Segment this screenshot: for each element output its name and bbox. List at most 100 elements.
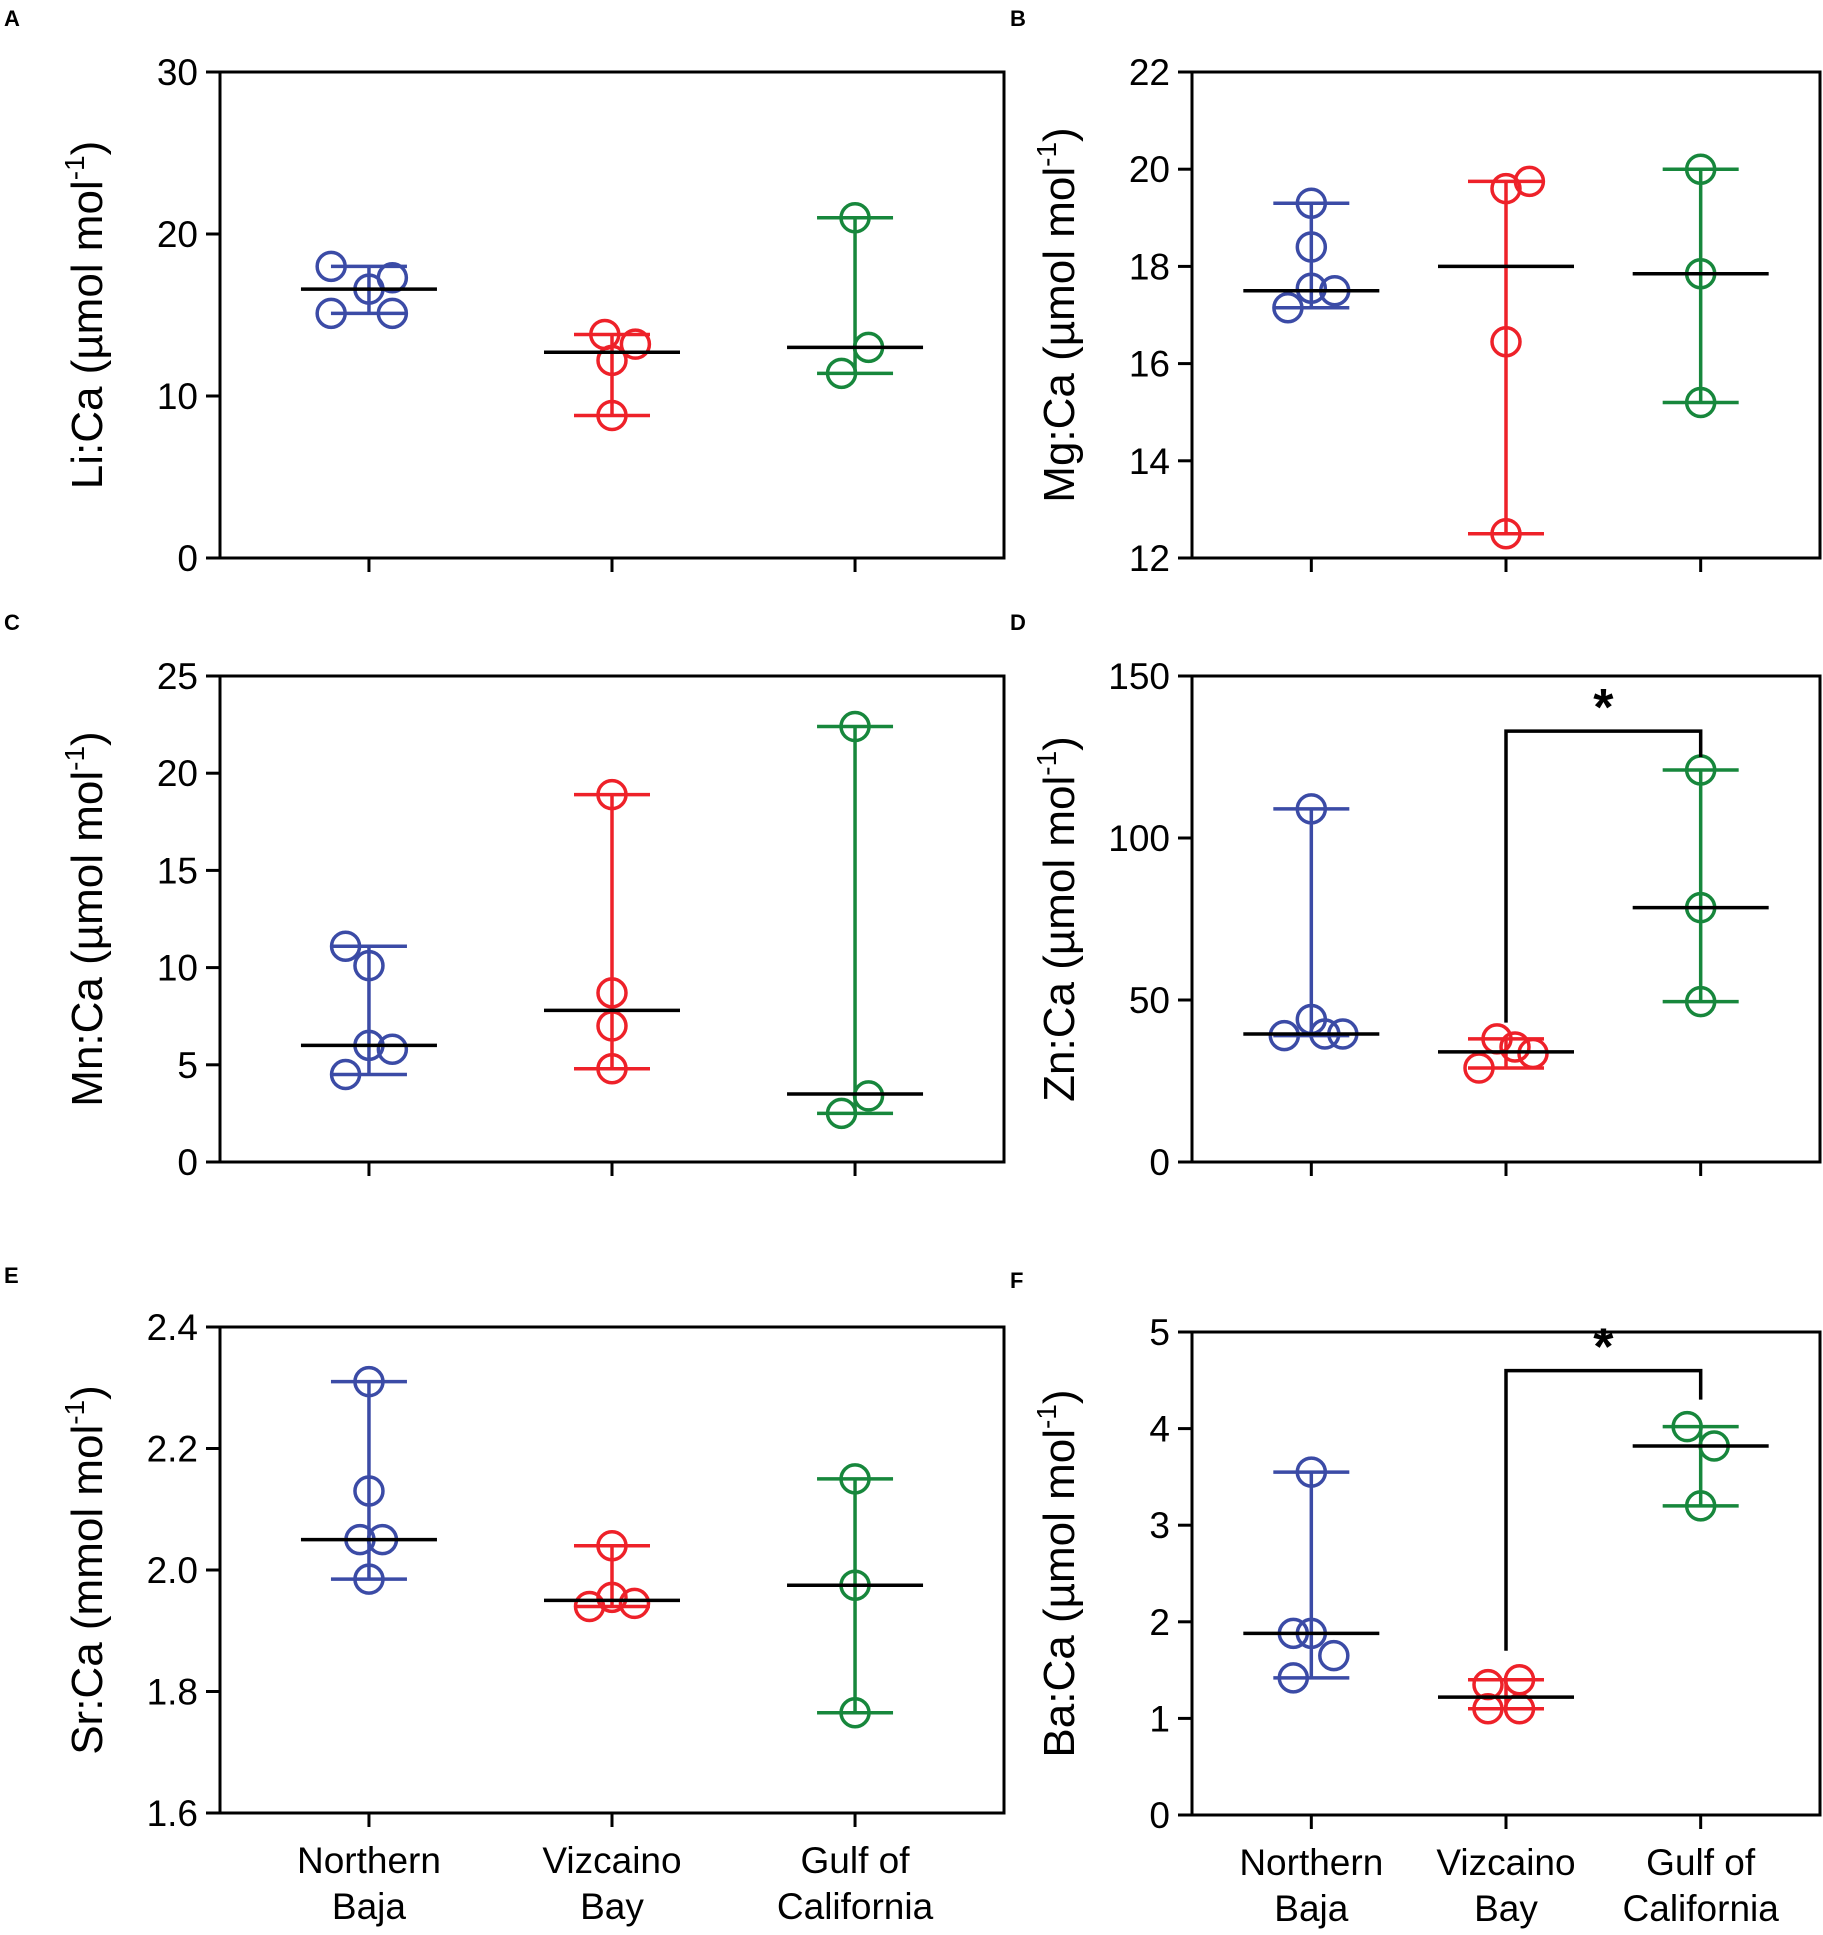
x-tick-label: Northern Baja: [297, 1840, 441, 1927]
y-tick-label: 25: [157, 656, 198, 697]
series-vizcaino-bay: [1438, 1023, 1574, 1084]
y-tick-label: 22: [1129, 52, 1170, 93]
data-point: [353, 1475, 385, 1507]
y-tick-label: 50: [1129, 980, 1170, 1021]
series-gulf-of-california: [1632, 1410, 1769, 1522]
data-point: [1490, 517, 1522, 550]
y-tick-label: 12: [1129, 538, 1170, 579]
data-point: [1295, 793, 1328, 825]
significance-bracket: [1504, 729, 1703, 1023]
data-point: [852, 1080, 885, 1112]
data-point: [353, 1563, 385, 1595]
data-point: [839, 1697, 871, 1729]
data-point: [329, 1058, 362, 1091]
series-northern-baja: [1243, 1456, 1380, 1694]
y-axis-label: Ba:Ca (µmol mol-1): [1031, 1389, 1084, 1757]
x-tick-label: Gulf of California: [1623, 1842, 1780, 1929]
series-gulf-of-california: [787, 202, 924, 390]
y-tick-label: 20: [157, 753, 198, 794]
y-tick-label: 30: [157, 52, 198, 93]
y-tick-label: 0: [177, 538, 198, 579]
data-point: [376, 297, 409, 330]
y-axis-label: Li:Ca (µmol mol-1): [59, 141, 112, 490]
data-point: [596, 778, 628, 811]
y-tick-label: 3: [1149, 1505, 1170, 1546]
data-point: [839, 710, 871, 743]
panel-label: D: [1010, 610, 1026, 635]
y-tick-label: 14: [1129, 441, 1170, 482]
y-tick-label: 2.4: [147, 1307, 198, 1348]
data-point: [839, 1463, 871, 1495]
series-gulf-of-california: [787, 710, 924, 1130]
data-point: [315, 250, 347, 283]
data-point: [1295, 272, 1328, 305]
data-point: [1499, 1031, 1531, 1063]
data-point: [1463, 1052, 1495, 1084]
y-tick-label: 2.2: [147, 1429, 198, 1470]
y-tick-label: 100: [1108, 818, 1170, 859]
series-northern-baja: [1243, 187, 1380, 324]
series-gulf-of-california: [1632, 153, 1769, 419]
y-tick-label: 0: [177, 1142, 198, 1183]
series-vizcaino-bay: [544, 318, 680, 432]
data-point: [1684, 1490, 1717, 1522]
data-point: [596, 977, 628, 1009]
y-tick-label: 2.0: [147, 1550, 198, 1591]
y-axis-label: Mn:Ca (µmol mol-1): [59, 731, 112, 1106]
series-northern-baja: [300, 250, 437, 330]
x-tick-label: Gulf of California: [777, 1840, 934, 1927]
data-point: [596, 399, 628, 432]
data-point: [329, 930, 362, 962]
y-tick-label: 20: [1129, 149, 1170, 190]
panel-label: F: [1010, 1268, 1023, 1293]
panel-d: D 0 50 100 150 Zn:Ca (µmol mol-1) *: [1010, 610, 1822, 1183]
data-point: [1295, 1456, 1328, 1488]
data-point: [573, 1590, 606, 1623]
series-northern-baja: [300, 930, 437, 1091]
panel-label: C: [4, 610, 20, 635]
x-tick-label: Vizcaino Bay: [1436, 1842, 1575, 1929]
data-point: [1490, 172, 1522, 205]
data-point: [1684, 386, 1717, 419]
data-point: [596, 1529, 628, 1562]
series-vizcaino-bay: [1438, 165, 1574, 550]
data-point: [1272, 291, 1304, 324]
series-vizcaino-bay: [1438, 1664, 1574, 1725]
x-tick-label: Northern Baja: [1239, 1842, 1383, 1929]
data-point: [618, 1587, 651, 1620]
data-point: [1513, 165, 1546, 198]
panel-a: A 0 10 20 30 Li:Ca (µmol mol-1): [4, 6, 1006, 579]
data-point: [619, 328, 652, 360]
panel-label: B: [1010, 6, 1026, 31]
y-axis-label: Zn:Ca (µmol mol-1): [1031, 736, 1084, 1102]
y-tick-label: 1: [1149, 1698, 1170, 1739]
data-point: [1503, 1692, 1536, 1725]
data-point: [1295, 231, 1328, 263]
y-tick-label: 16: [1129, 344, 1170, 385]
y-tick-label: 5: [1149, 1312, 1170, 1353]
significance-bracket: [1504, 1368, 1703, 1651]
y-tick-label: 10: [157, 948, 198, 989]
panel-label: E: [4, 1263, 19, 1288]
x-tick-label: Vizcaino Bay: [542, 1840, 681, 1927]
data-point: [1684, 985, 1717, 1018]
y-tick-label: 0: [1149, 1795, 1170, 1836]
data-point: [596, 1052, 628, 1085]
data-point: [353, 949, 385, 982]
data-point: [1684, 153, 1717, 185]
y-tick-label: 1.6: [147, 1793, 198, 1834]
panel-f: F 0 1 2 3 4 5 Northern Baja Vizcaino Bay Gulf of Cal…: [1010, 1268, 1822, 1929]
y-tick-label: 1.8: [147, 1672, 198, 1713]
panel-e: E 1.6 1.8 2.0 2.2 2.4 Northern Baja Vizcaino Bay G…: [4, 1263, 1006, 1927]
data-point: [1490, 325, 1522, 358]
data-point: [825, 1097, 858, 1130]
panel-b: B 12 14 16 18 20 22 Mg:Ca (µmol mol-1): [1010, 6, 1822, 579]
y-tick-label: 4: [1149, 1409, 1170, 1450]
panel-label: A: [4, 6, 20, 31]
y-tick-label: 5: [177, 1045, 198, 1086]
data-point: [1671, 1410, 1703, 1443]
y-tick-label: 0: [1149, 1142, 1170, 1183]
data-point: [839, 202, 871, 234]
y-tick-label: 18: [1129, 246, 1170, 287]
